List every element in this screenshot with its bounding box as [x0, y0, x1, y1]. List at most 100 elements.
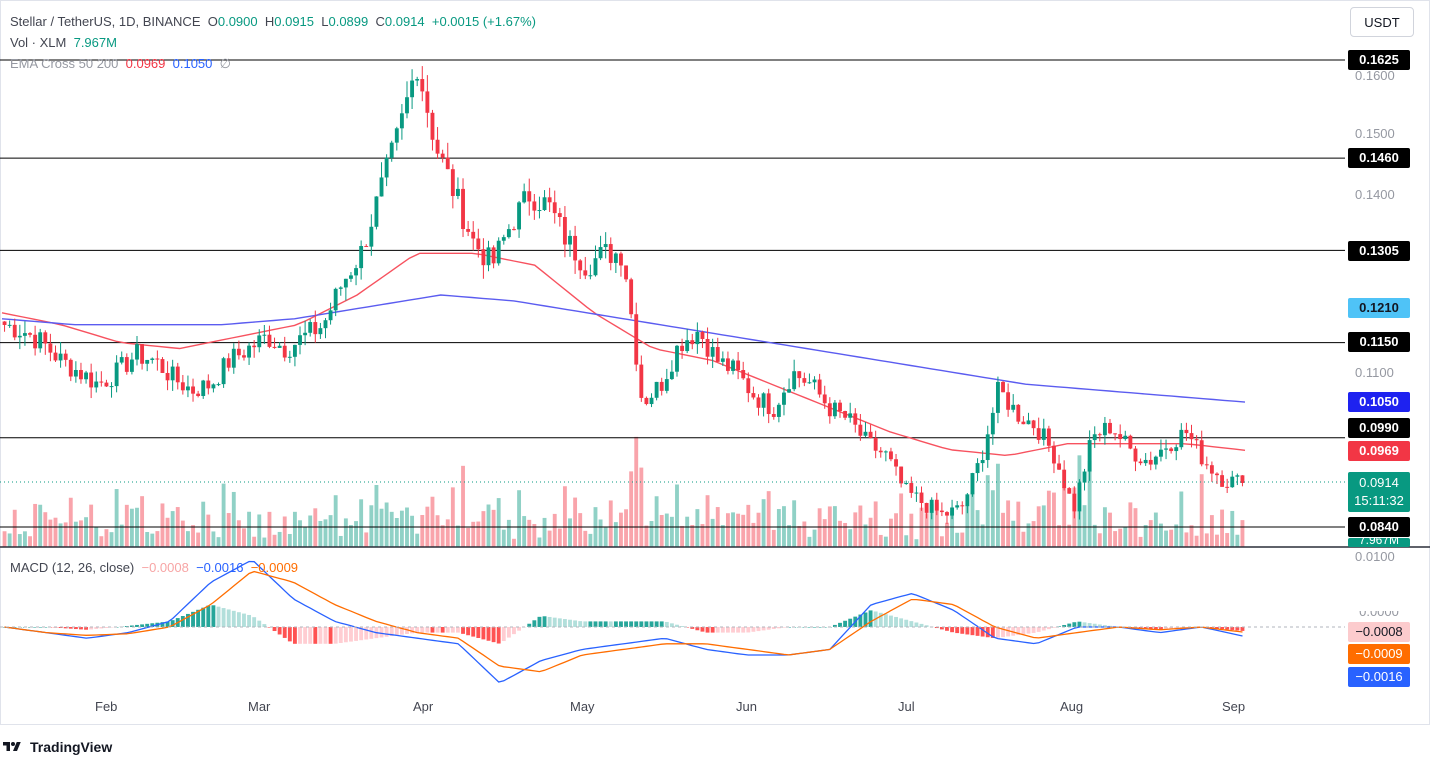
volume-bar — [899, 493, 904, 547]
volume-bar — [771, 529, 776, 547]
volume-bar — [669, 516, 674, 547]
macd-hist-bar — [313, 627, 318, 644]
volume-bar — [512, 538, 516, 547]
volume-bar — [109, 532, 114, 547]
candle-body — [501, 237, 506, 241]
volume-bar — [557, 528, 562, 547]
volume-bar — [848, 529, 853, 547]
volume-bar — [486, 504, 491, 547]
candle-body — [766, 393, 771, 415]
macd-hist-bar — [1164, 627, 1168, 630]
volume-bar — [705, 495, 710, 547]
candle-body — [252, 345, 257, 348]
candle-body — [359, 246, 364, 269]
volume-bar — [690, 525, 695, 547]
candle-body — [1133, 448, 1138, 462]
volume-bar — [838, 520, 842, 547]
ema-hidden-icon[interactable]: ∅ — [219, 56, 231, 71]
candle-body — [196, 393, 201, 397]
candle-body — [129, 359, 134, 372]
macd-hist-bar — [985, 627, 990, 638]
candle-body — [33, 334, 38, 349]
volume-bar — [736, 513, 741, 547]
candle-body — [990, 412, 995, 435]
countdown: 15:11:32 — [1354, 493, 1404, 508]
volume-bar — [68, 497, 73, 547]
macd-hist-bar — [471, 627, 476, 637]
macd-hist-bar — [588, 621, 593, 627]
macd-hist-bar — [950, 627, 955, 633]
candle-body — [145, 359, 150, 364]
candle-body — [109, 386, 114, 388]
candle-body — [1123, 435, 1128, 440]
candle-body — [853, 413, 858, 425]
volume-bar — [374, 484, 379, 547]
macd-hist-bar — [807, 627, 812, 628]
candle-body — [1179, 429, 1184, 448]
volume-bar — [79, 520, 83, 547]
candle-body — [175, 366, 180, 383]
macd-hist-bar — [1235, 627, 1240, 631]
candle-body — [517, 202, 522, 230]
chart-frame[interactable] — [0, 0, 1430, 725]
candle-body — [751, 393, 756, 398]
symbol-legend[interactable]: Stellar / TetherUS, 1D, BINANCE O0.0900 … — [10, 14, 536, 29]
volume-bar — [1082, 505, 1087, 547]
volume-bar — [12, 509, 17, 547]
volume-bar — [547, 530, 552, 547]
footer[interactable]: TradingView — [0, 737, 112, 757]
currency-button[interactable]: USDT — [1350, 7, 1414, 37]
candle-body — [1204, 464, 1209, 466]
candle-body — [1138, 461, 1143, 464]
macd-hist-bar — [1021, 627, 1026, 635]
macd-hist-bar — [364, 627, 369, 640]
volume-bar — [145, 532, 150, 547]
volume-bar — [995, 463, 1000, 547]
candle-body — [1082, 471, 1087, 483]
candle-body — [262, 334, 267, 336]
candle-body — [619, 253, 623, 266]
volume-bar — [364, 532, 369, 547]
volume-bar — [695, 509, 700, 547]
macd-hist-bar — [476, 627, 481, 638]
volume-legend[interactable]: Vol · XLM 7.967M — [10, 35, 117, 50]
candle-body — [613, 253, 618, 263]
volume-bar — [1148, 520, 1153, 547]
time-label: Aug — [1060, 699, 1084, 714]
chart-canvas[interactable] — [0, 0, 1430, 725]
macd-hist-bar — [287, 627, 292, 642]
candle-body — [257, 335, 262, 348]
volume-bar — [1143, 525, 1148, 547]
candle-body — [425, 91, 430, 113]
macd-hist-bar — [766, 627, 771, 630]
macd-hist-bar — [955, 627, 960, 634]
candle-body — [1097, 434, 1102, 436]
candle-body — [578, 260, 583, 271]
candle-body — [216, 384, 221, 386]
symbol-title[interactable]: Stellar / TetherUS, 1D, BINANCE — [10, 14, 201, 29]
volume-bar — [985, 475, 990, 547]
volume-bar — [700, 524, 705, 547]
volume-bar — [328, 515, 333, 547]
ema-legend[interactable]: EMA Cross 50 200 0.0969 0.1050 ∅ — [10, 56, 231, 72]
volume-bar — [369, 505, 374, 547]
macd-hist-bar — [292, 627, 297, 644]
macd-hist-bar — [129, 625, 134, 627]
volume-bar — [710, 518, 715, 547]
candle-body — [1240, 475, 1245, 483]
volume-bars — [2, 436, 1245, 547]
volume-bar — [720, 525, 725, 547]
volume-bar — [84, 517, 88, 547]
volume-bar — [89, 504, 94, 547]
macd-legend[interactable]: MACD (12, 26, close) −0.0008 −0.0016 −0.… — [10, 560, 299, 575]
macd-hist-bar — [517, 627, 522, 631]
volume-bar — [231, 491, 236, 547]
candle-body — [1215, 473, 1219, 476]
candle-body — [624, 265, 628, 280]
volume-bar — [1041, 505, 1046, 547]
candle-body — [746, 378, 751, 394]
macd-hist-bar — [73, 627, 78, 630]
candle-body — [537, 210, 542, 212]
macd-hist-bar — [649, 621, 654, 627]
candle-body — [328, 310, 333, 321]
